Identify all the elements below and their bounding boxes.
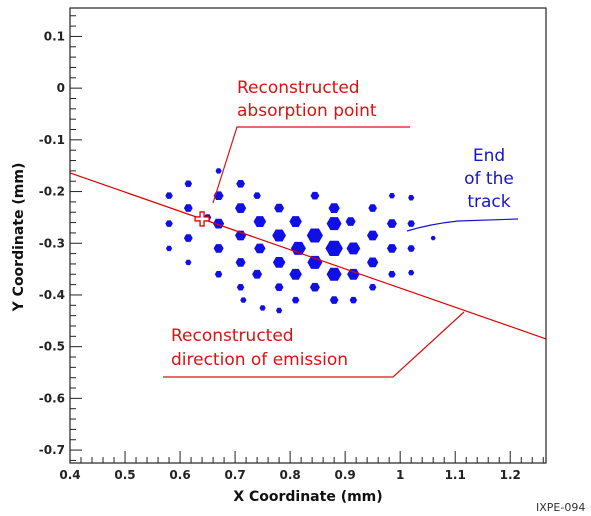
x-tick-label: 1 xyxy=(396,468,404,482)
pixel-hit xyxy=(346,242,361,255)
end-of-track-leader xyxy=(406,218,519,232)
pixel-hit xyxy=(236,180,245,188)
y-tick-label: -0.4 xyxy=(39,288,65,302)
x-tick-label: 1.1 xyxy=(445,468,466,482)
pixel-hit xyxy=(235,258,246,267)
pixel-hit xyxy=(165,220,173,227)
pixel-hit xyxy=(276,307,283,314)
pixel-hit xyxy=(368,284,377,291)
pixel-hit xyxy=(367,230,379,241)
pixel-hit xyxy=(254,243,266,254)
pixel-hit xyxy=(367,257,379,268)
plot-frame xyxy=(69,7,547,464)
absorption-label-line: absorption point xyxy=(237,101,377,121)
pixel-hit xyxy=(253,216,267,227)
pixel-hit xyxy=(235,203,247,213)
emission-leader xyxy=(163,311,465,378)
pixel-hit xyxy=(183,204,193,212)
pixel-hit xyxy=(388,193,395,199)
y-tick-label: -0.5 xyxy=(39,340,65,354)
pixel-hit xyxy=(368,204,377,212)
y-tick-label: -0.2 xyxy=(39,185,65,199)
end-of-track-label-line: End xyxy=(473,146,505,166)
y-tick-label: -0.3 xyxy=(39,236,65,250)
pixel-hit xyxy=(386,244,397,253)
pixel-hit xyxy=(325,240,343,256)
pixel-hit xyxy=(184,180,193,187)
pixel-hit xyxy=(326,217,342,231)
emission-label-line: direction of emission xyxy=(171,350,348,370)
pixel-hit xyxy=(345,217,356,226)
x-tick-label: 0.7 xyxy=(224,468,245,482)
pixel-hit xyxy=(306,228,323,243)
absorption-label: Reconstructed absorption point xyxy=(237,78,377,121)
pixel-hit xyxy=(240,297,247,303)
pixel-hit xyxy=(407,245,415,252)
emission-direction-line xyxy=(69,172,547,340)
x-tick-label: 0.5 xyxy=(114,468,135,482)
pixel-hit xyxy=(310,191,320,200)
emission-label: Reconstructed direction of emission xyxy=(171,326,348,370)
pixel-hit xyxy=(408,270,415,276)
y-tick-label: -0.6 xyxy=(39,391,65,405)
y-tick-label: 0.1 xyxy=(44,29,65,43)
pixel-hit xyxy=(272,257,286,268)
x-tick-label: 1.2 xyxy=(500,468,521,482)
pixel-hit xyxy=(289,216,302,227)
absorption-point-marker xyxy=(194,211,210,227)
emission-label-line: Reconstructed xyxy=(171,326,294,346)
pixel-hit xyxy=(259,305,266,311)
pixel-hit xyxy=(183,234,193,242)
y-tick-label: -0.7 xyxy=(39,443,65,457)
absorption-leader xyxy=(212,126,410,204)
pixel-hit xyxy=(291,296,300,304)
pixel-hit xyxy=(407,220,415,227)
y-tick-label: 0 xyxy=(57,81,65,95)
y-tick-label: -0.1 xyxy=(39,133,65,147)
pixel-hit xyxy=(328,203,340,213)
x-tick-label: 0.8 xyxy=(279,468,300,482)
figure-tag: IXPE-094 xyxy=(536,501,585,514)
pixel-hit xyxy=(272,229,286,242)
pixel-hit xyxy=(165,192,173,199)
y-axis-title: Y Coordinate (mm) xyxy=(11,163,27,313)
pixel-hit xyxy=(274,203,285,213)
axes: 0.4 0.5 0.6 0.7 0.8 0.9 1 1.1 1.2 0.1 0 -0.1 -0.2 -0.… xyxy=(39,7,547,482)
pixel-hit xyxy=(329,296,339,304)
pixel-hit xyxy=(349,296,358,304)
x-tick-label: 0.4 xyxy=(59,468,80,482)
pixel-hit xyxy=(215,168,222,174)
end-of-track-label-line: track xyxy=(467,192,510,212)
pixel-hit xyxy=(274,283,284,291)
pixel-hit xyxy=(253,192,261,199)
pixel-hit xyxy=(165,245,173,252)
x-axis-title: X Coordinate (mm) xyxy=(233,489,382,505)
end-of-track-label: End of the track xyxy=(464,146,514,212)
pixel-hit xyxy=(236,284,245,291)
pixel-hit xyxy=(408,195,415,201)
pixel-hit xyxy=(430,235,436,241)
pixel-hit xyxy=(347,268,360,280)
x-tick-label: 0.9 xyxy=(335,468,356,482)
pixel-hit xyxy=(326,267,342,281)
pixel-hit xyxy=(252,269,263,279)
plot-area xyxy=(69,168,547,340)
pixel-hit xyxy=(388,271,396,278)
pixel-hit xyxy=(386,219,397,228)
pixel-hit xyxy=(214,271,223,278)
pixel-hit xyxy=(289,268,302,280)
absorption-label-line: Reconstructed xyxy=(237,78,360,98)
pixel-hit xyxy=(185,259,192,266)
x-tick-label: 0.6 xyxy=(169,468,190,482)
pixel-hit xyxy=(309,282,320,292)
end-of-track-label-line: of the xyxy=(464,169,514,189)
pixel-hit xyxy=(213,244,224,253)
